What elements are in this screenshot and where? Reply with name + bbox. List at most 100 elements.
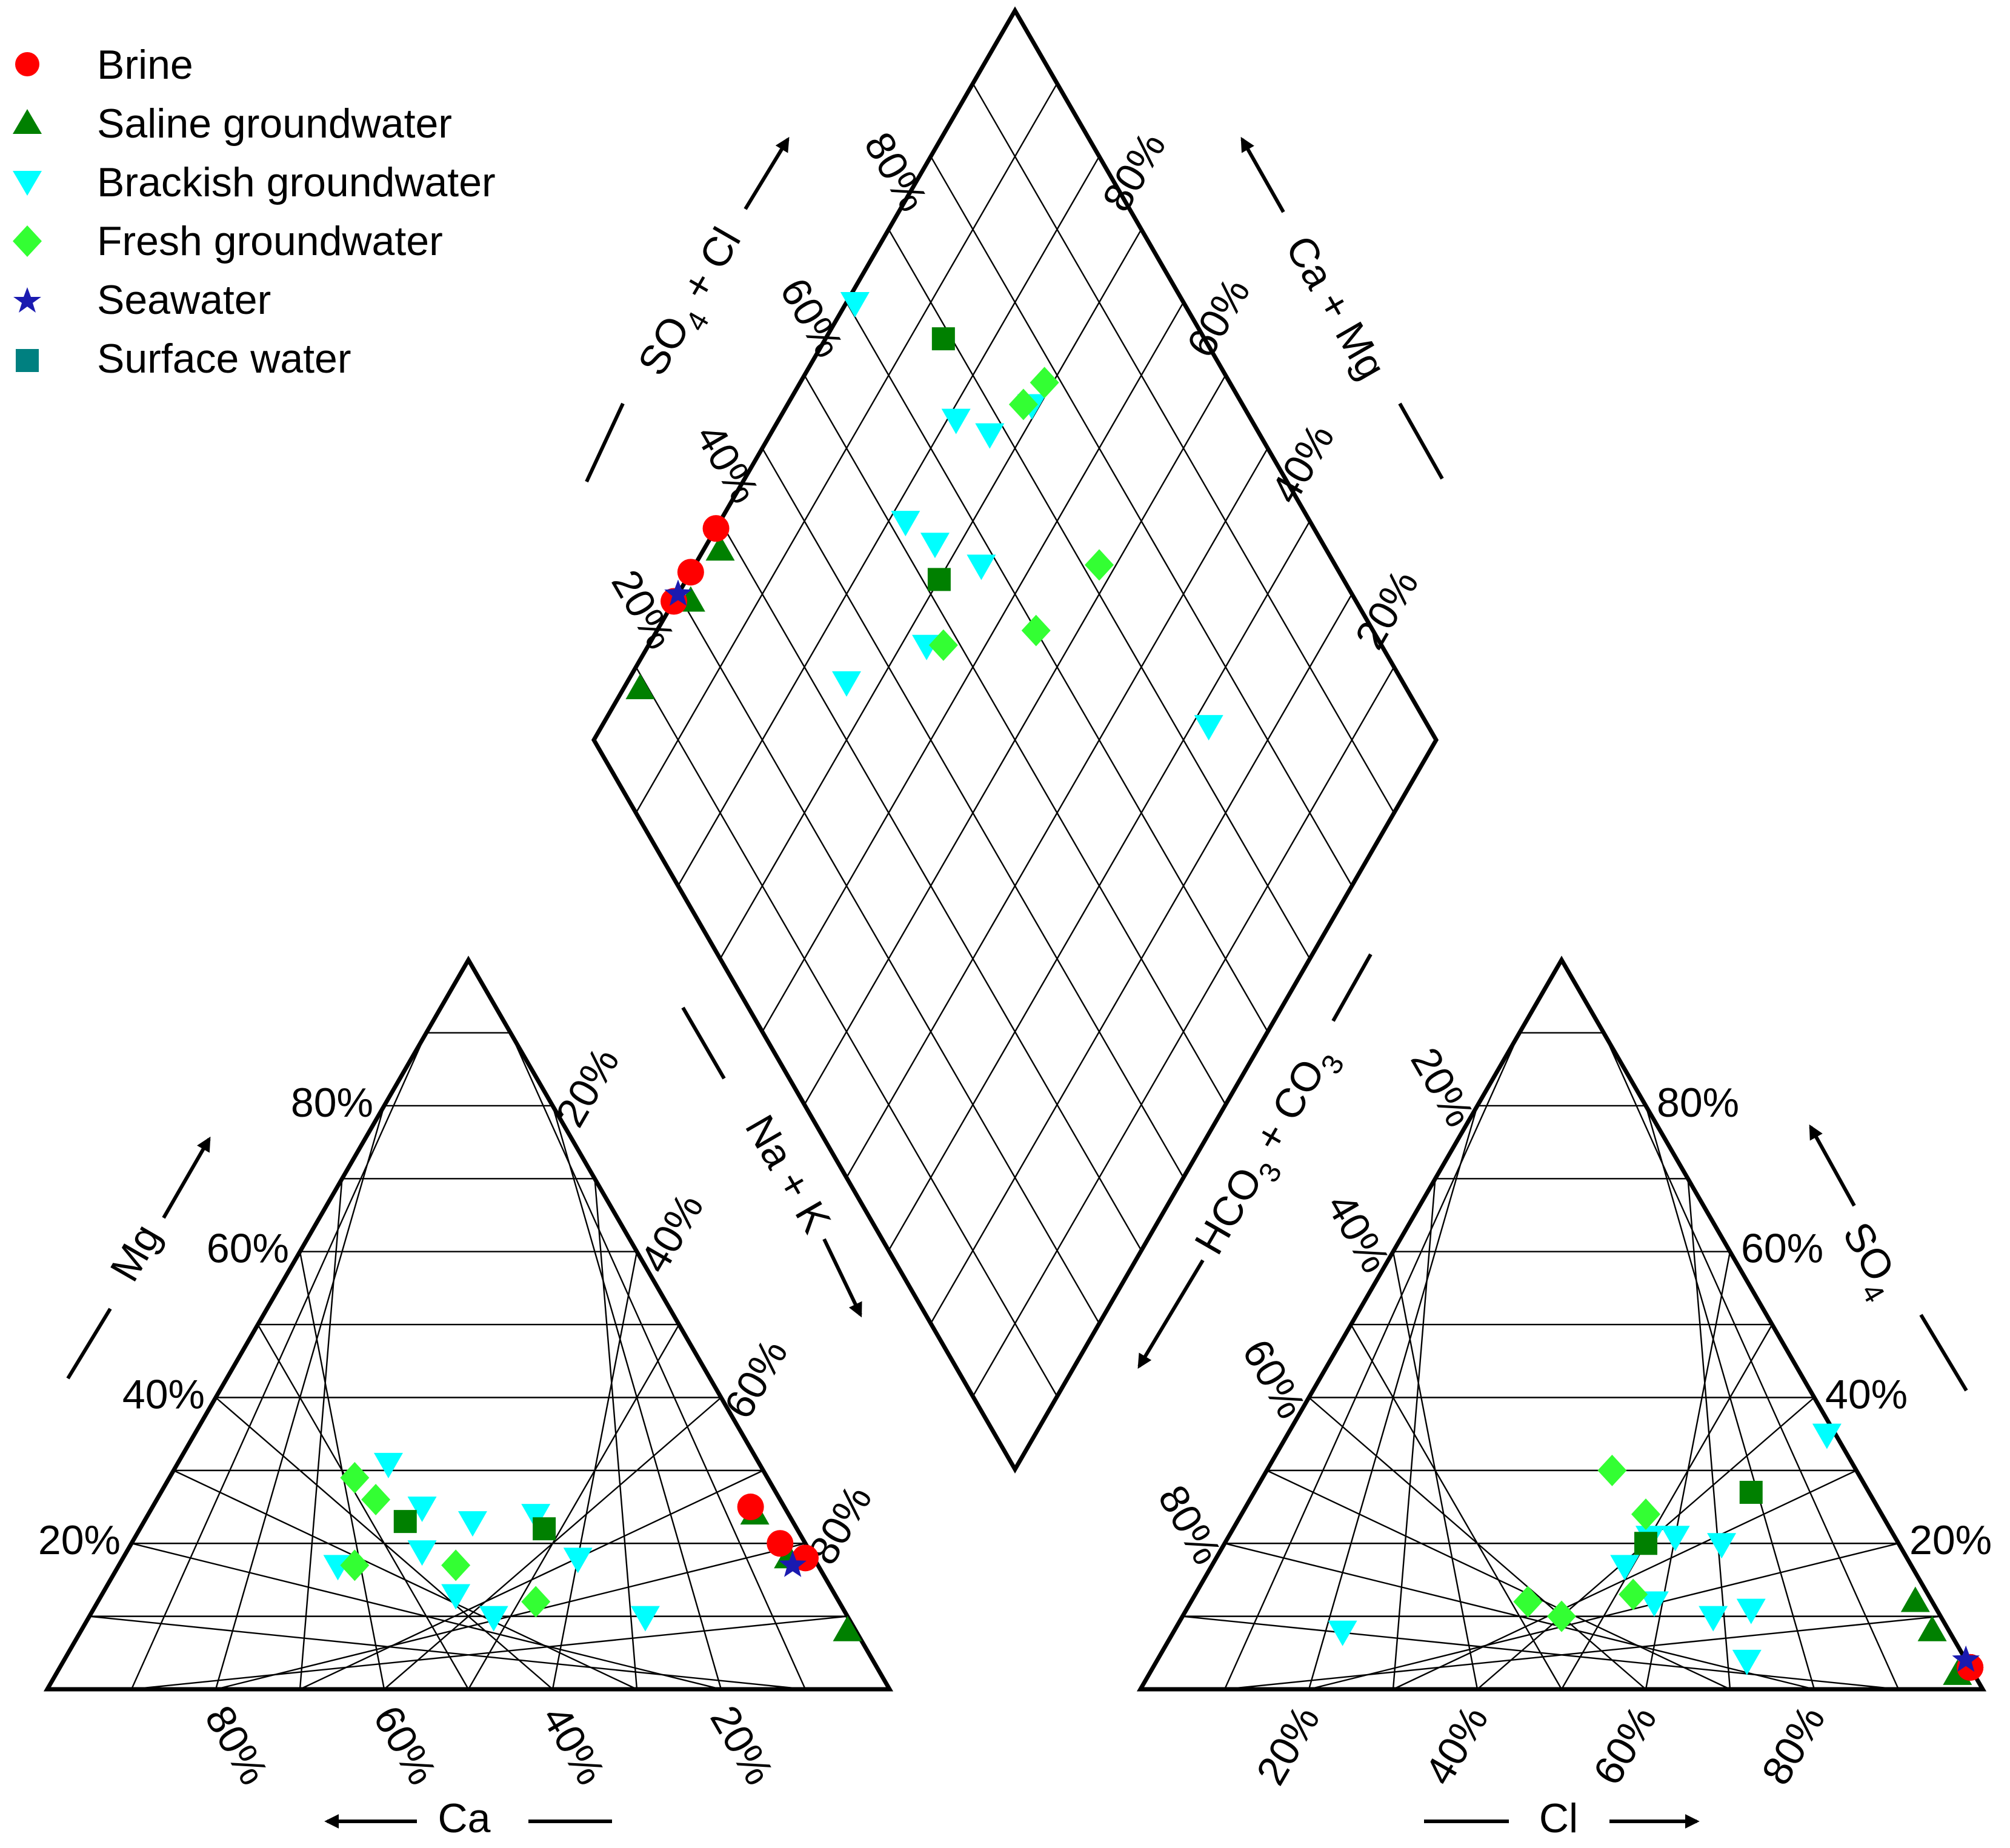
axis-label-mg: Mg [66, 1136, 211, 1380]
brackish-groundwater-point [832, 671, 861, 697]
anion-grid-line [1350, 1324, 1563, 1690]
brackish-groundwater-point [1194, 715, 1223, 741]
diamond-grid-line [677, 156, 1100, 886]
cation-grid-line [89, 1615, 806, 1690]
fresh-groundwater-point [340, 1461, 370, 1494]
axis-label-ca: Ca [324, 1795, 612, 1841]
axis-label-so4: SO4 [1809, 1124, 1968, 1392]
axis-label-ca-mg-line [1398, 402, 1444, 480]
diagram-grid [89, 83, 1941, 1690]
brine-point [677, 559, 704, 586]
brackish-groundwater-point [407, 1540, 437, 1566]
saline-groundwater-point [705, 535, 735, 561]
tick-label-cl: 60% [1585, 1698, 1666, 1793]
surface-water-point [931, 327, 955, 351]
cation-grid-line [551, 1251, 638, 1690]
tick-label-mg: 40% [122, 1371, 205, 1417]
tick-label-mg: 60% [207, 1226, 289, 1272]
cation-grid-line [173, 1469, 637, 1690]
saline-groundwater-point [625, 673, 655, 699]
brackish-groundwater-point [1732, 1649, 1762, 1675]
axis-label-ca-text: Ca [438, 1795, 491, 1841]
tick-label-cl: 20% [1248, 1698, 1329, 1793]
brackish-groundwater-point [840, 291, 870, 317]
brackish-groundwater-point [1610, 1555, 1640, 1581]
brackish-groundwater-point [1736, 1598, 1766, 1624]
fresh-marker [13, 225, 42, 257]
tick-label-so4: 80% [1657, 1080, 1739, 1126]
brackish-groundwater-point [967, 554, 996, 580]
tick-label-so4: 20% [1909, 1517, 1992, 1563]
brackish-groundwater-point [1812, 1423, 1842, 1449]
cation-grid-line [594, 1178, 638, 1690]
data-points [323, 291, 1984, 1685]
legend-item-seawater: Seawater [13, 277, 271, 323]
brine-point [702, 515, 730, 542]
fresh-groundwater-point [1619, 1578, 1648, 1610]
brackish-groundwater-point [975, 423, 1005, 449]
anion-grid-line [1645, 1105, 1815, 1690]
legend-label-brackish: Brackish groundwater [97, 159, 496, 205]
axis-label-hco3-line [1331, 953, 1373, 1022]
legend-label-surface: Surface water [97, 336, 351, 382]
axis-label-ca-mg: Ca + Mg [1240, 136, 1444, 480]
anion-grid-line [1224, 1543, 1815, 1690]
legend-label-fresh: Fresh groundwater [97, 218, 443, 264]
fresh-groundwater-point [361, 1484, 391, 1516]
cation-grid-line [467, 1324, 680, 1690]
anion-grid-line [1687, 1178, 1731, 1690]
saline-groundwater-point [1900, 1586, 1930, 1612]
surface-water-point [393, 1510, 417, 1534]
diamond-grid-line [635, 83, 1058, 814]
brackish-groundwater-point [941, 408, 971, 434]
seawater-point [664, 579, 692, 606]
legend-label-brine: Brine [97, 42, 193, 88]
surface-water-point [927, 568, 951, 591]
fresh-groundwater-point [1021, 614, 1051, 646]
saline-marker [13, 109, 42, 134]
axis-label-so4-line [1919, 1314, 1968, 1392]
axis-label-hco3-arrow [1137, 1259, 1205, 1369]
anion-triangle [1136, 956, 1987, 1692]
fresh-groundwater-point [928, 629, 958, 661]
seawater-point [1952, 1645, 1980, 1672]
diamond-grid-line [719, 228, 1142, 959]
brackish-groundwater-point [479, 1606, 508, 1632]
cation-grid-line [257, 1324, 470, 1690]
legend-item-saline: Saline groundwater [13, 101, 452, 147]
brackish-groundwater-point [630, 1606, 660, 1632]
axis-label-so4-text: SO4 [1825, 1214, 1911, 1308]
axis-label-so4-cl-line [585, 402, 625, 483]
cation-triangle [43, 956, 894, 1692]
brackish-groundwater-point [441, 1584, 471, 1610]
tick-label-ca: 80% [196, 1698, 277, 1793]
fresh-groundwater-point [1513, 1586, 1543, 1618]
axis-label-so4-cl: SO4 + Cl [585, 136, 790, 483]
cation-grid-line [551, 1105, 722, 1690]
fresh-groundwater-point [1030, 367, 1059, 399]
brackish-groundwater-point [1699, 1606, 1728, 1632]
diamond-grid-line [845, 302, 1269, 1032]
seawater-point [779, 1551, 807, 1577]
legend-item-surface: Surface water [16, 336, 351, 382]
fresh-groundwater-point [1597, 1454, 1627, 1486]
tick-label-ca: 20% [701, 1698, 782, 1793]
brine-point [767, 1530, 794, 1557]
central-diamond [591, 6, 1439, 1474]
surface-water-point [1739, 1480, 1763, 1504]
axis-label-cl: Cl [1424, 1795, 1700, 1841]
brackish-groundwater-point [1660, 1526, 1690, 1552]
brackish-groundwater-point [563, 1547, 593, 1574]
anion-grid-line [1266, 1469, 1731, 1690]
brine-marker [15, 52, 39, 76]
brackish-groundwater-point [407, 1497, 437, 1523]
surface-water-point [533, 1517, 556, 1541]
fresh-groundwater-point [1631, 1498, 1660, 1531]
axis-label-mg-line [66, 1308, 112, 1380]
axis-label-na-k-text: Na + K [736, 1108, 840, 1241]
tick-label-mg: 20% [38, 1517, 121, 1563]
axis-label-cl-text: Cl [1539, 1795, 1578, 1841]
tick-label-so4: 60% [1741, 1226, 1823, 1272]
anion-grid-line [1645, 1251, 1731, 1690]
axis-label-so4-cl-arrow [744, 136, 790, 210]
